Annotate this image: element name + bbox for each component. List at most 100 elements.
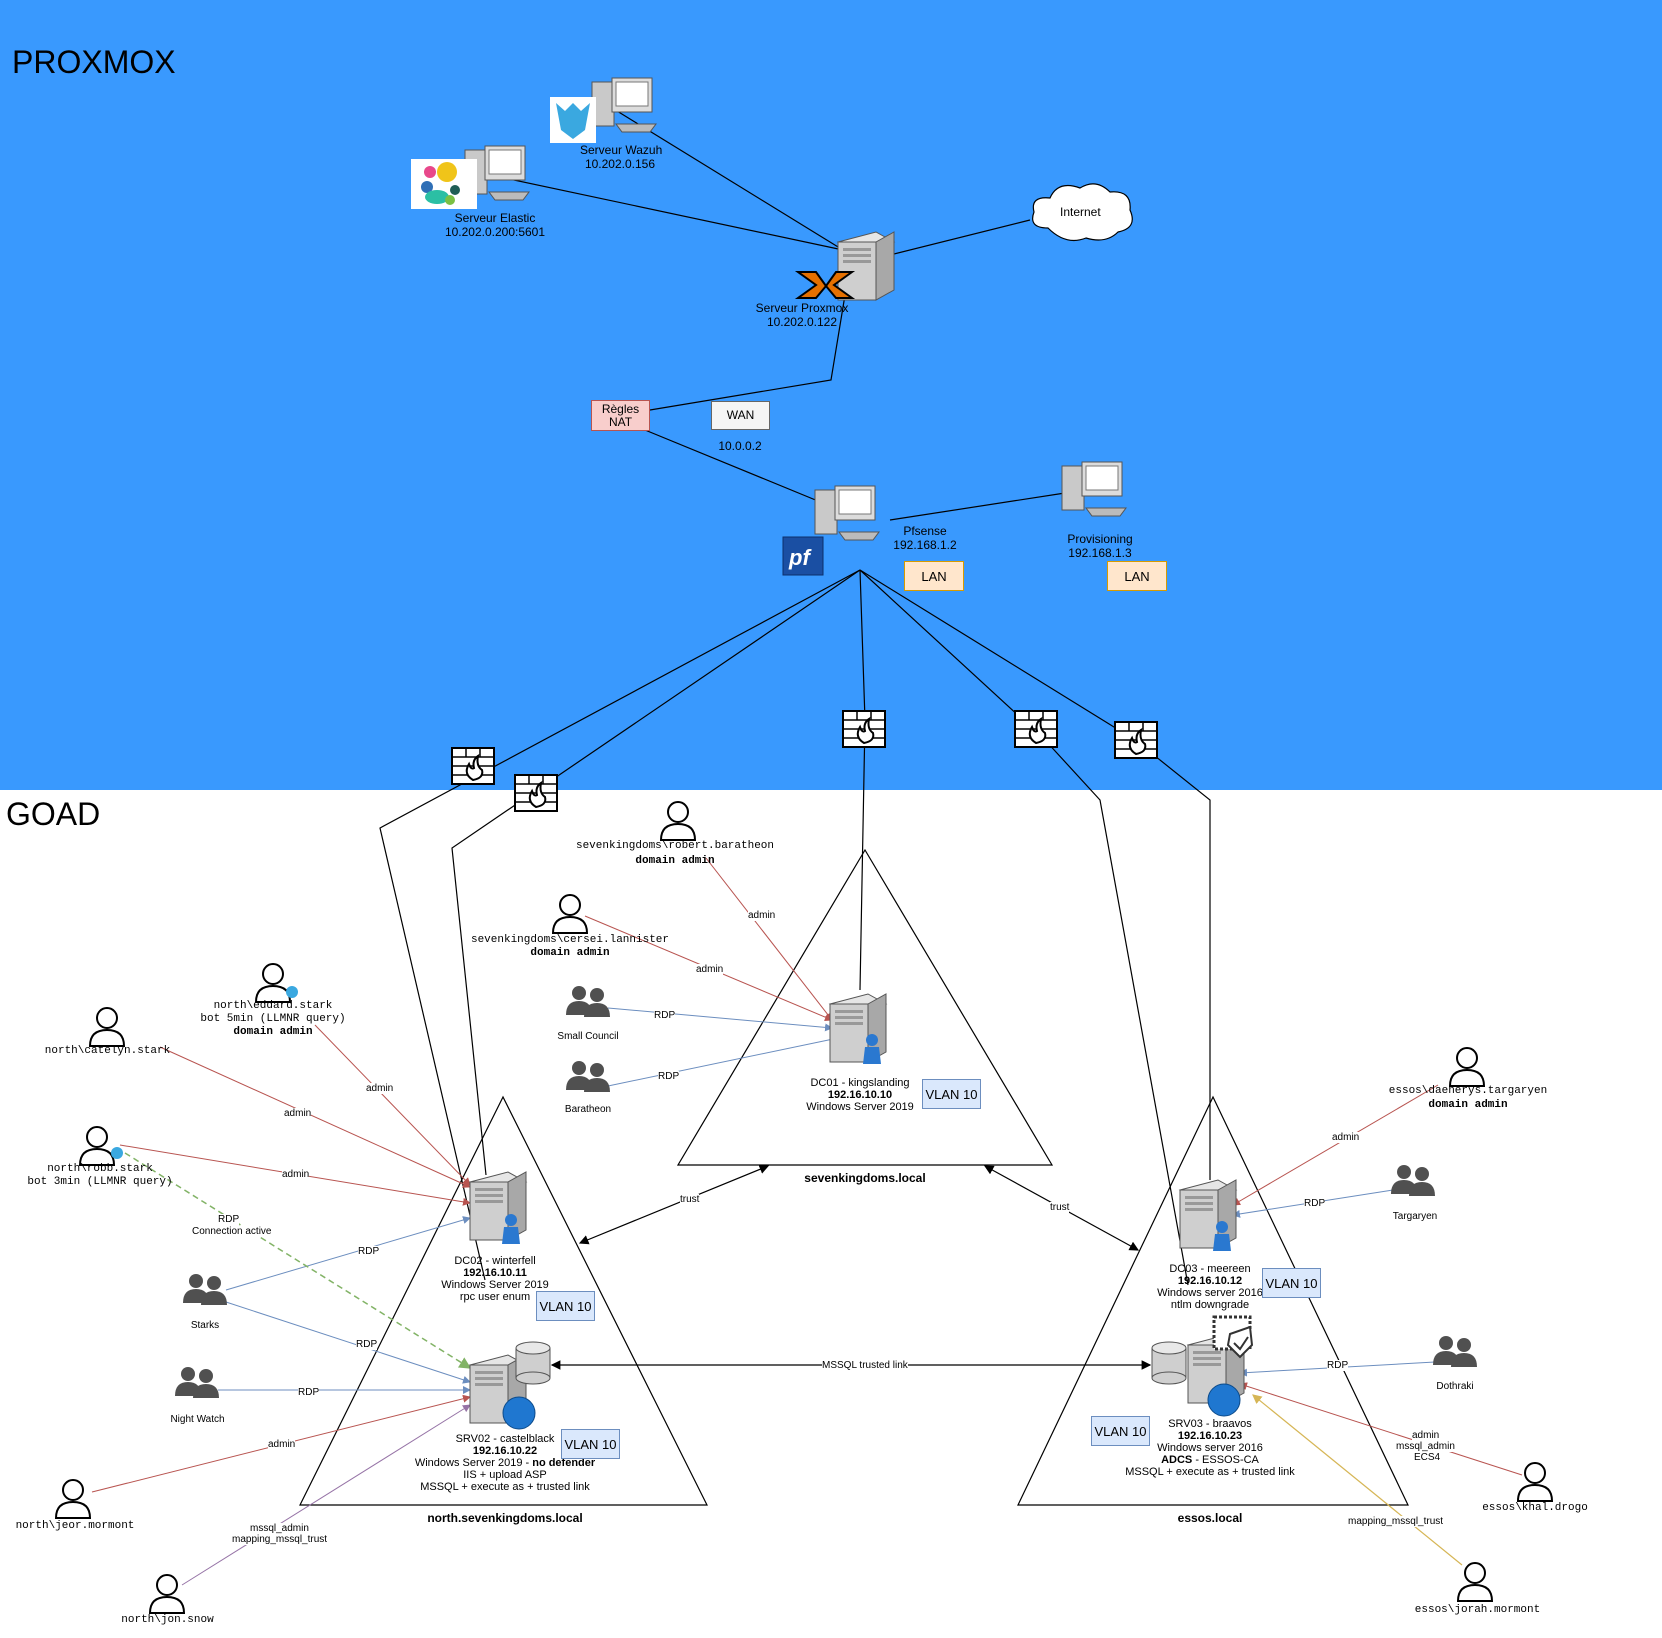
robb-bot-icon xyxy=(111,1147,123,1159)
firewall-icon-4 xyxy=(1014,710,1058,748)
group-dothraki: Dothraki xyxy=(1436,1381,1474,1392)
targaryen-group-icon xyxy=(1391,1165,1435,1196)
dc03-note: ntlm downgrade xyxy=(1170,1299,1250,1311)
group-small-council: Small Council xyxy=(557,1031,619,1042)
eddard-user-icon xyxy=(254,963,292,1003)
mssql-admin-edge xyxy=(181,1404,471,1586)
jeor-user-icon xyxy=(54,1479,92,1519)
firewall-icon-5 xyxy=(1114,721,1158,759)
icons: pf xyxy=(54,77,1554,1614)
elastic-name: Serveur Elastic xyxy=(454,211,536,225)
khal-user-icon xyxy=(1516,1462,1554,1502)
edge-label-trust-essos: trust xyxy=(1050,1202,1070,1213)
rdp-edges xyxy=(218,1007,1436,1394)
baratheon-group-icon xyxy=(566,1061,610,1092)
provisioning-name: Provisioning xyxy=(1067,532,1133,546)
dc03-ad-user-icon xyxy=(1213,1221,1231,1251)
srv02-os: Windows Server 2019 - no defender xyxy=(405,1457,605,1470)
link-pfsense-dc01 xyxy=(859,569,866,991)
jorah-user-icon xyxy=(1456,1562,1494,1602)
dothraki-group-icon xyxy=(1433,1336,1477,1367)
srv02-vlan-box: VLAN 10 xyxy=(561,1429,620,1459)
group-targaryen: Targaryen xyxy=(1392,1211,1438,1222)
srv03-ip: 192.16.10.23 xyxy=(1177,1430,1243,1442)
firewall-icon-2 xyxy=(514,774,558,812)
dc03-name: DC03 - meereen xyxy=(1169,1263,1251,1275)
user-robb-note: bot 3min (LLMNR query) xyxy=(27,1176,173,1188)
user-khal-name: essos\khal.drogo xyxy=(1482,1502,1588,1514)
link-pfsense-provisioning xyxy=(889,492,1066,521)
srv03-adcs-rest: - ESSOS-CA xyxy=(1192,1454,1259,1466)
edge-label-khal-mssql-admin: mssql_admin xyxy=(1396,1441,1455,1452)
srv02-name: SRV02 - castelblack xyxy=(455,1433,555,1445)
proxmox-server-icon xyxy=(836,231,896,301)
domain-essos: essos.local xyxy=(1177,1511,1243,1525)
edge-label-khal-admin: admin xyxy=(1412,1430,1440,1441)
triangle-north xyxy=(299,1095,708,1506)
catelyn-user-icon xyxy=(88,1007,126,1047)
edge-label-robb-rdp: RDP xyxy=(218,1214,240,1225)
user-robert-name: sevenkingdoms\robert.baratheon xyxy=(575,840,775,852)
firewall-icon-3 xyxy=(842,710,886,748)
trust-links xyxy=(550,1164,1152,1370)
edge-label-starks-rdp-dc02: RDP xyxy=(358,1246,380,1257)
srv03-os: Windows server 2016 xyxy=(1157,1442,1263,1454)
wazuh-ip: 10.202.0.156 xyxy=(584,157,656,171)
robert-user-icon xyxy=(659,801,697,841)
dc01-server-icon xyxy=(828,993,888,1063)
dc03-server-icon xyxy=(1178,1179,1238,1249)
user-daenerys-name: essos\daenerys.targaryen xyxy=(1388,1085,1548,1097)
dc02-ip: 192.16.10.11 xyxy=(463,1267,527,1279)
srv03-adcs: ADCS - ESSOS-CA xyxy=(1110,1454,1310,1467)
user-catelyn-name: north\catelyn.stark xyxy=(44,1045,171,1057)
dc01-ip: 192.16.10.10 xyxy=(827,1089,893,1101)
robb-user-icon xyxy=(78,1126,116,1166)
wazuh-logo-icon xyxy=(550,97,596,143)
srv03-name: SRV03 - braavos xyxy=(1168,1418,1252,1430)
user-eddard-name: north\eddard.stark xyxy=(213,1000,333,1012)
link-pfsense-srv02 xyxy=(379,569,861,1281)
edge-label-jorah-mapping: mapping_mssql_trust xyxy=(1348,1516,1444,1527)
pfsense-ip: 192.168.1.2 xyxy=(893,538,957,552)
nat-rules-box: Règles NAT xyxy=(591,400,650,431)
small-council-group-icon xyxy=(566,986,610,1017)
proxmox-logo-icon xyxy=(794,271,856,299)
elastic-logo-icon xyxy=(411,159,477,209)
dc01-ad-user-icon xyxy=(863,1034,881,1064)
edge-label-daenerys-admin: admin xyxy=(1332,1132,1360,1143)
srv02-note2: MSSQL + execute as + trusted link xyxy=(420,1481,590,1493)
edge-label-jon-mapping: mapping_mssql_trust xyxy=(232,1534,328,1545)
group-starks: Starks xyxy=(190,1320,220,1331)
provisioning-server-icon xyxy=(1061,461,1127,517)
dc02-ad-user-icon xyxy=(502,1214,520,1244)
user-robb-name: north\robb.stark xyxy=(47,1163,153,1175)
eddard-bot-icon xyxy=(286,986,298,998)
goad-zone-title: GOAD xyxy=(6,796,101,832)
proxmox-ip: 10.202.0.122 xyxy=(766,315,838,329)
edge-label-robb-rdp-active: Connection active xyxy=(192,1226,272,1237)
pfsense-server-icon xyxy=(814,485,880,541)
srv03-globe-icon xyxy=(1207,1383,1241,1417)
mapping-mssql-edge xyxy=(1252,1394,1463,1566)
user-eddard-note: bot 5min (LLMNR query) xyxy=(200,1013,346,1025)
dc03-vlan-box: VLAN 10 xyxy=(1262,1268,1321,1298)
link-pfsense-dc02 xyxy=(451,569,861,1176)
srv02-os-bold: no defender xyxy=(532,1457,596,1469)
jon-user-icon xyxy=(148,1574,186,1614)
edge-label-mssql-link: MSSQL trusted link xyxy=(822,1360,908,1371)
pfsense-logo-icon: pf xyxy=(782,536,824,576)
wan-box: WAN xyxy=(711,401,770,430)
user-daenerys-role: domain admin xyxy=(1428,1099,1508,1111)
link-nat-pfsense xyxy=(644,429,836,509)
link-pfsense-srv03 xyxy=(859,569,1189,1286)
internet-label: Internet xyxy=(1060,205,1101,219)
user-jorah-name: essos\jorah.mormont xyxy=(1414,1604,1541,1616)
domain-sevenkingdoms: sevenkingdoms.local xyxy=(804,1171,926,1185)
dc02-name: DC02 - winterfell xyxy=(454,1255,536,1267)
provisioning-lan-box: LAN xyxy=(1107,561,1167,591)
edge-label-jeor-admin: admin xyxy=(268,1439,296,1450)
edge-label-nightwatch-rdp: RDP xyxy=(298,1387,320,1398)
domain-triangles xyxy=(299,848,1409,1506)
dc02-server-icon xyxy=(468,1171,528,1241)
